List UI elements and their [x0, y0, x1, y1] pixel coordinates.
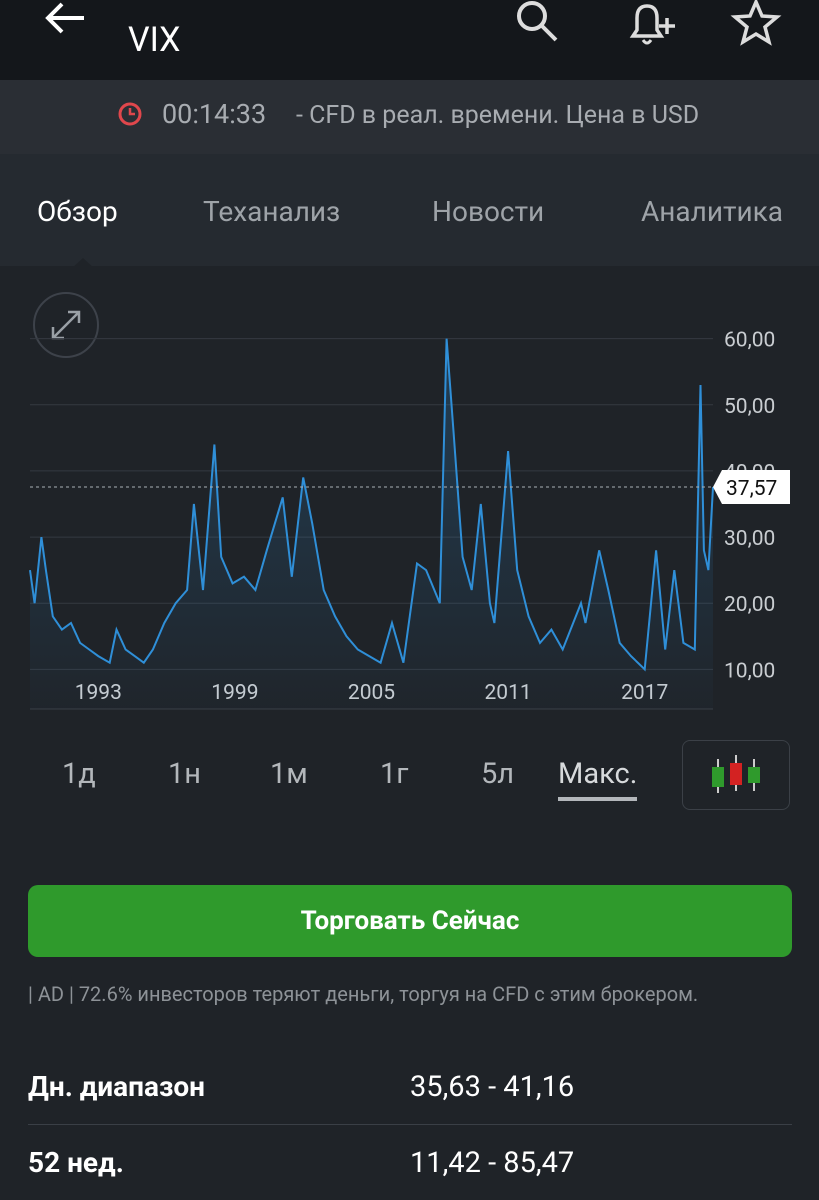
- top-bar: [0, 0, 819, 80]
- y-tick-label: 30,00: [724, 527, 775, 551]
- favorite-button[interactable]: [730, 0, 782, 46]
- range-button[interactable]: 1м: [270, 757, 308, 791]
- ad-disclaimer: | AD | 72.6% инвесторов теряют деньги, т…: [28, 982, 699, 1006]
- y-tick-label: 10,00: [724, 659, 775, 683]
- range-button[interactable]: 1д: [62, 757, 96, 791]
- tab-indicator: [72, 258, 94, 268]
- alert-button[interactable]: [625, 0, 680, 48]
- y-tick-label: 50,00: [724, 395, 775, 419]
- status-text: - CFD в реал. времени. Цена в USD: [296, 101, 700, 130]
- price-chart: 10,0020,0030,0040,0050,0060,001993199920…: [29, 292, 790, 710]
- range-button[interactable]: Макс.: [558, 757, 638, 801]
- instrument-title: VIX: [128, 20, 181, 60]
- clock-icon: [118, 102, 142, 126]
- candle-icon: [712, 755, 760, 793]
- tab[interactable]: Теханализ: [203, 195, 341, 228]
- expand-button[interactable]: [33, 292, 99, 358]
- tab[interactable]: Новости: [432, 195, 545, 228]
- tab[interactable]: Обзор: [37, 195, 118, 228]
- tab[interactable]: Аналитика: [641, 195, 783, 228]
- y-tick-label: 60,00: [724, 329, 775, 353]
- trade-button[interactable]: Торговать Сейчас: [28, 885, 792, 957]
- range-button[interactable]: 1г: [380, 757, 409, 791]
- y-tick-label: 20,00: [724, 593, 775, 617]
- stat-value: 11,42 - 85,47: [410, 1146, 575, 1180]
- separator: [28, 1124, 792, 1125]
- last-price-label: 37,57: [726, 477, 777, 501]
- status-bar: [0, 80, 819, 154]
- status-time: 00:14:33: [162, 98, 267, 130]
- chart-type-button[interactable]: [682, 740, 790, 810]
- range-button[interactable]: 1н: [168, 757, 202, 791]
- range-button[interactable]: 5л: [481, 757, 515, 791]
- back-button[interactable]: [40, 0, 90, 44]
- stat-label: Дн. диапазон: [28, 1070, 206, 1103]
- search-button[interactable]: [512, 0, 562, 44]
- area: [30, 338, 713, 709]
- price-line: [29, 338, 714, 672]
- last-price-flag: [713, 470, 790, 505]
- stat-label: 52 нед.: [28, 1146, 124, 1179]
- stat-value: 35,63 - 41,16: [410, 1070, 575, 1104]
- tabs-bar: [0, 154, 819, 266]
